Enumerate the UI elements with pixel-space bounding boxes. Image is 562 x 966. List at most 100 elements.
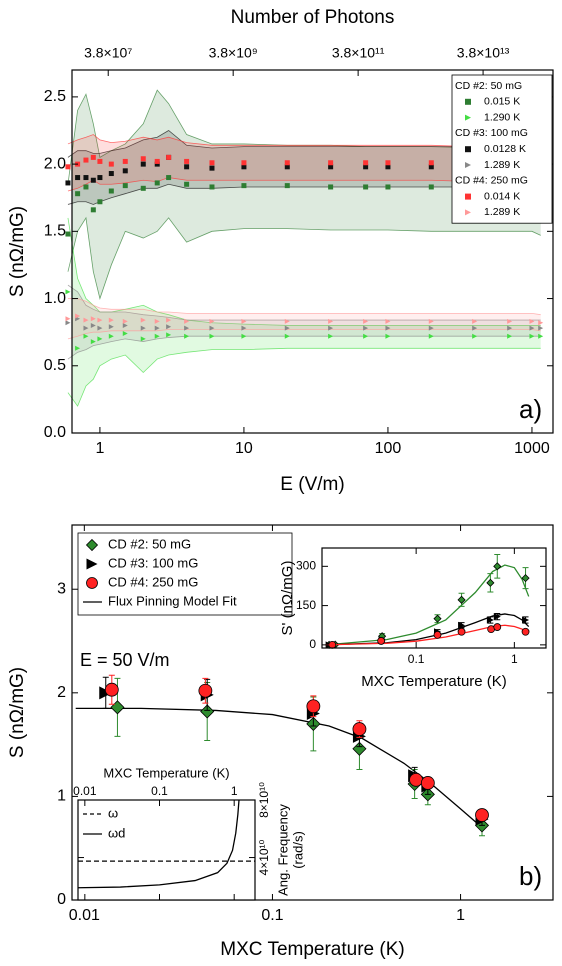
marker (154, 180, 160, 186)
y-tick-label: 0 (57, 891, 66, 908)
band-lower (67, 335, 541, 360)
x2-tick-label: 3.8×10¹³ (457, 45, 510, 61)
y-tick-label: 0.0 (44, 424, 66, 441)
legend-label: 1.289 K (484, 159, 520, 171)
marker (122, 331, 128, 337)
marker (122, 318, 128, 324)
marker (122, 183, 128, 189)
marker (465, 98, 471, 105)
marker (140, 336, 146, 342)
y-tick-label: 1 (57, 788, 66, 805)
marker (363, 333, 369, 339)
marker (493, 623, 502, 631)
marker (97, 175, 103, 181)
x-tick-label: 0.01 (69, 907, 100, 924)
marker (75, 313, 81, 319)
marker (97, 336, 103, 342)
marker (184, 164, 190, 170)
marker (328, 640, 337, 649)
plot-frame (71, 524, 554, 901)
marker (140, 185, 146, 191)
y-axis-title: S' (nΩ/mG) (279, 561, 296, 636)
marker (433, 614, 442, 623)
marker (507, 325, 513, 331)
x-tick-label: 1 (231, 784, 238, 798)
marker (328, 318, 334, 324)
marker (209, 184, 215, 190)
x-tick-label: 0.1 (151, 784, 168, 798)
legend-heading: CD #3: 100 mG (455, 127, 528, 139)
band-upper (67, 217, 541, 326)
marker (385, 318, 391, 324)
legend-label: 0.014 K (484, 190, 520, 202)
y-axis-title: (rad/s) (290, 831, 305, 869)
marker (122, 322, 128, 328)
marker (166, 317, 172, 323)
marker (90, 154, 96, 160)
marker (184, 158, 190, 164)
marker (65, 320, 71, 326)
marker (328, 164, 334, 170)
band-fill (72, 243, 541, 407)
fit-line (325, 613, 530, 646)
marker (284, 333, 290, 339)
marker (538, 320, 544, 326)
legend-label: Flux Pinning Model Fit (108, 593, 237, 608)
marker (122, 158, 128, 164)
marker (104, 682, 119, 697)
x-tick-label: 100 (375, 440, 402, 457)
band-fill (72, 298, 541, 338)
marker (385, 164, 391, 170)
marker (428, 184, 434, 190)
marker (90, 339, 96, 345)
marker (198, 683, 213, 698)
plot-frame (71, 69, 554, 434)
marker (97, 317, 103, 323)
marker (241, 325, 247, 331)
marker (75, 175, 81, 181)
band-lower (67, 347, 541, 407)
marker (284, 164, 290, 170)
marker (521, 574, 530, 583)
marker (433, 631, 442, 639)
y-tick-label: 150 (296, 598, 316, 612)
marker (83, 325, 89, 331)
marker (385, 333, 391, 339)
marker (209, 165, 215, 171)
marker (108, 333, 114, 339)
legend-label: 0.015 K (484, 96, 520, 108)
marker (457, 627, 466, 636)
marker (529, 325, 535, 331)
panel-label: b) (519, 861, 542, 891)
marker (457, 595, 466, 604)
plot-background (322, 548, 546, 648)
legend-label: CD #3: 100 mG (108, 555, 198, 570)
band-upper (67, 298, 541, 316)
marker (108, 324, 114, 330)
marker (65, 289, 71, 295)
marker (90, 177, 96, 183)
y-tick-label: 1.5 (44, 223, 66, 240)
marker (108, 188, 114, 194)
plot-background (78, 800, 255, 900)
y-tick-label: 0 (309, 637, 316, 651)
marker (385, 160, 391, 166)
annotation: E = 50 V/m (80, 650, 170, 670)
marker (538, 333, 544, 339)
fit-line (75, 707, 483, 828)
legend-heading: CD #2: 50 mG (455, 80, 522, 92)
plot-frame (77, 799, 256, 901)
marker (97, 199, 103, 205)
y-axis-title: S (nΩ/mG) (7, 206, 28, 297)
marker (90, 322, 96, 328)
marker (538, 325, 544, 331)
band-fill (72, 130, 541, 205)
y-tick-label: 2.0 (44, 155, 66, 172)
plot-frame (321, 547, 547, 649)
marker (90, 316, 96, 322)
marker (184, 333, 190, 339)
marker (363, 164, 369, 170)
x2-axis-title: Number of Photons (231, 7, 395, 28)
x2-tick-label: 3.8×10¹¹ (332, 45, 385, 61)
panel-label: a) (519, 394, 542, 424)
